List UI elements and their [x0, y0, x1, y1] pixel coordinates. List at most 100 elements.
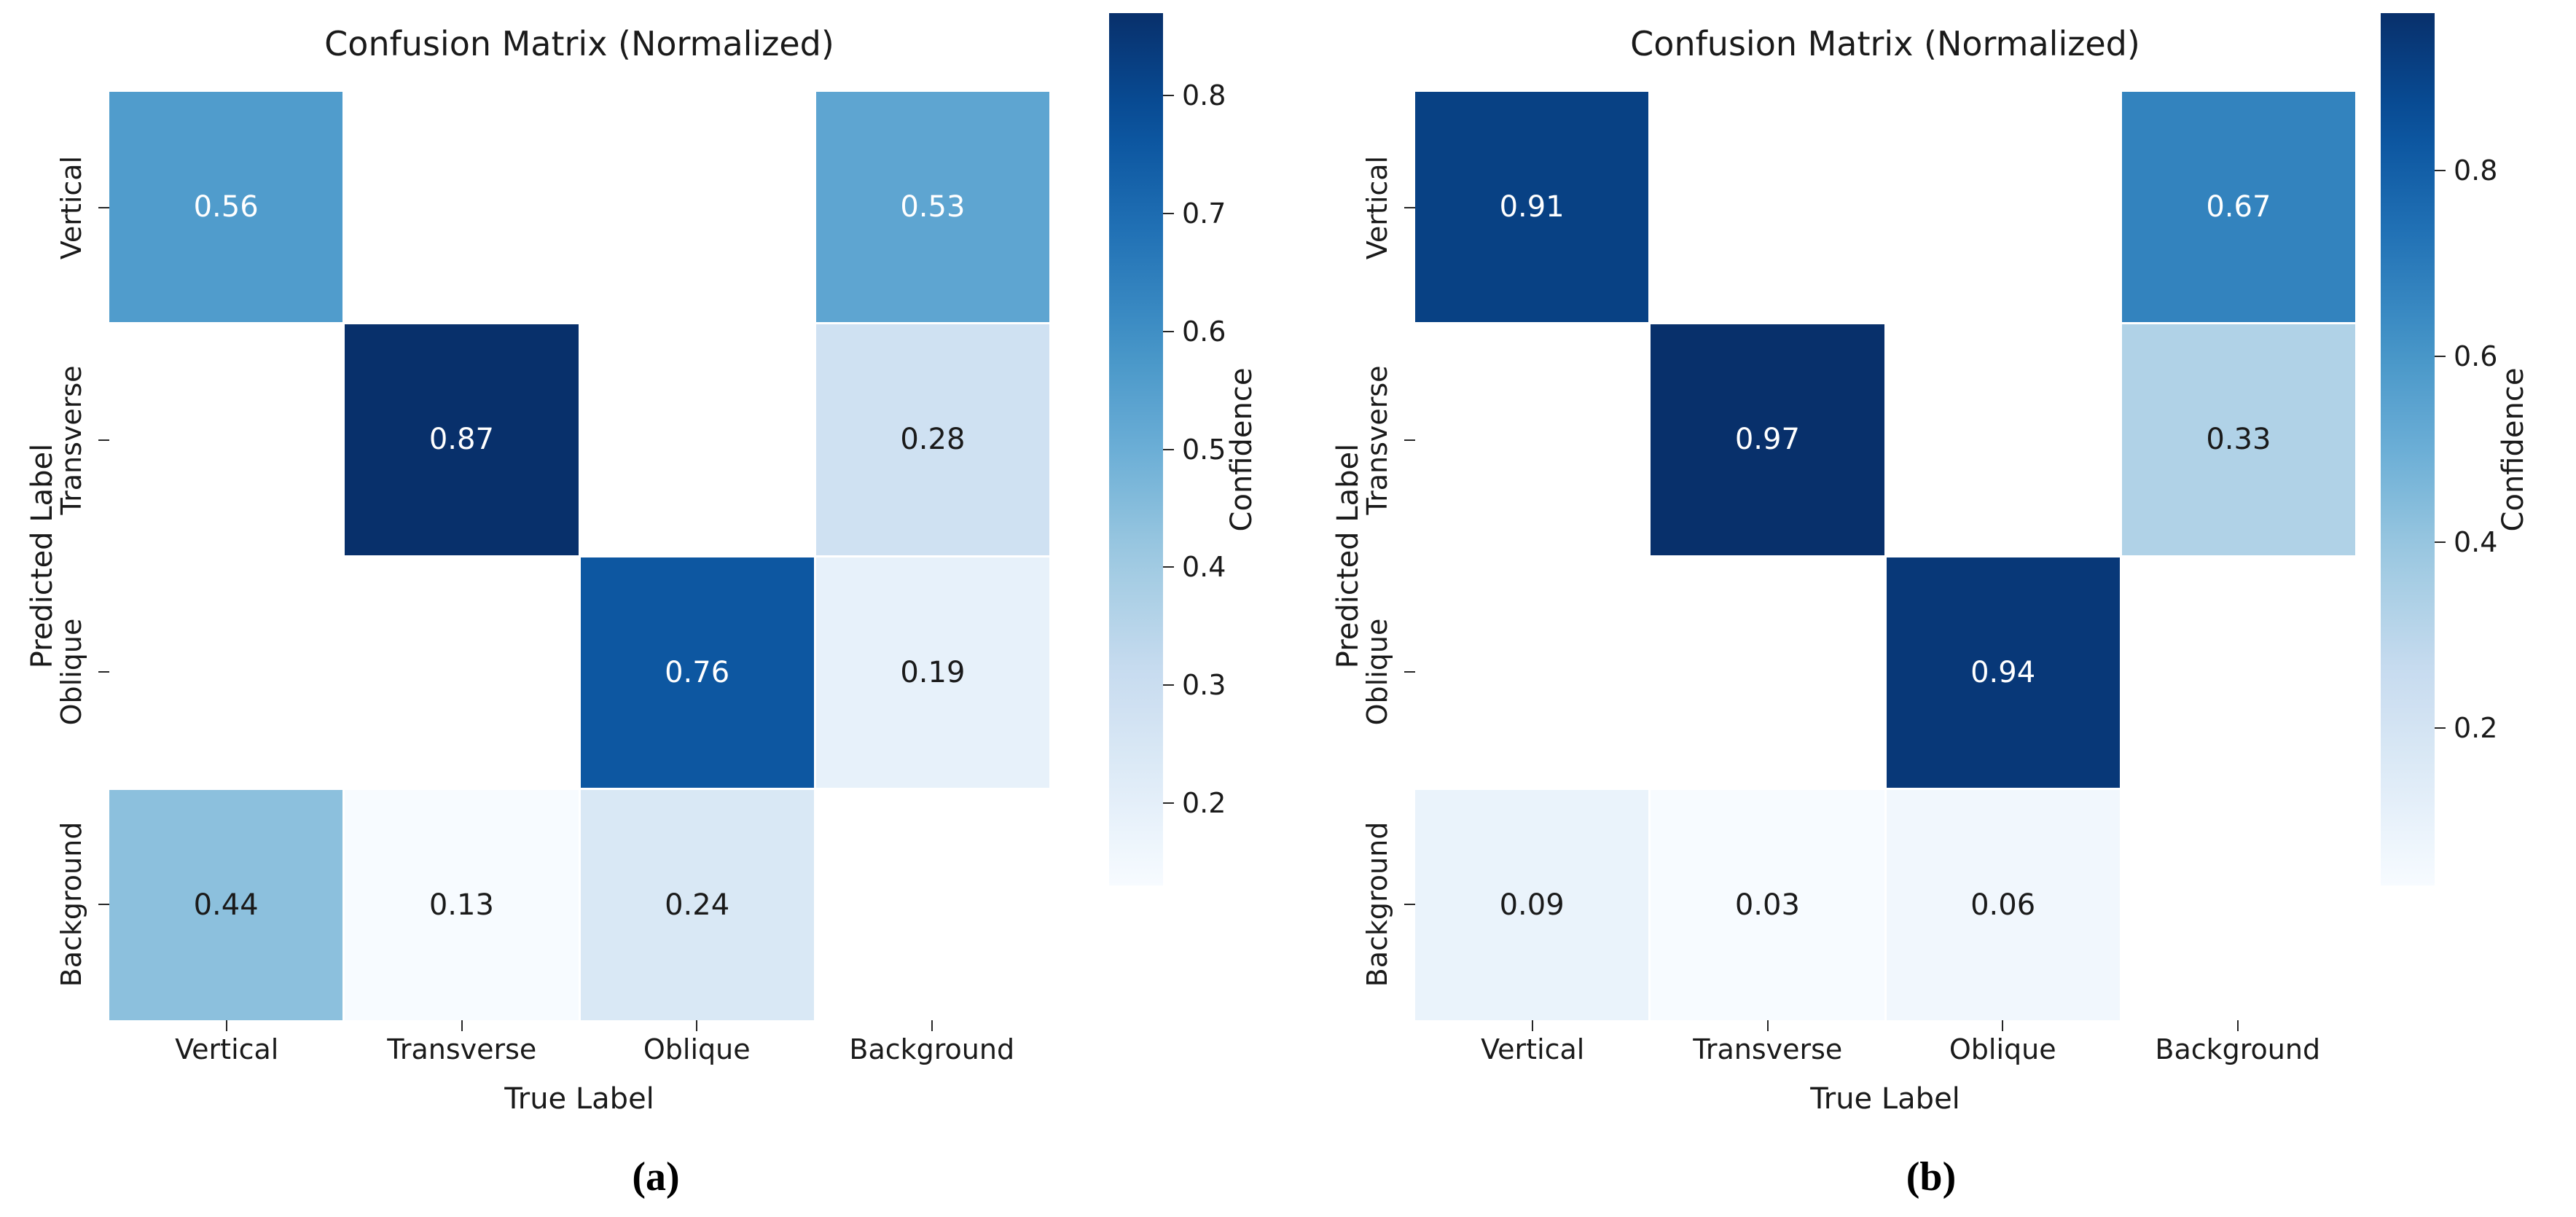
- heatmap-cell: [1886, 92, 2120, 323]
- heatmap-cell: 0.03: [1651, 789, 1884, 1020]
- x-tick-mark: [226, 1020, 228, 1031]
- x-tick-label: Vertical: [175, 1033, 279, 1065]
- x-tick-label: Oblique: [643, 1033, 751, 1065]
- colorbar-tick-label: 0.7: [1182, 197, 1226, 230]
- colorbar-tick-mark: [1163, 95, 1174, 97]
- heatmap-cell: 0.67: [2121, 92, 2355, 323]
- subfigure-caption-b: (b): [1906, 1154, 1957, 1200]
- y-tick-label: Background: [55, 821, 87, 987]
- colorbar-tick-label: 0.6: [2454, 340, 2498, 373]
- chart-title: Confusion Matrix (Normalized): [324, 24, 834, 63]
- colorbar-tick-label: 0.2: [1182, 786, 1226, 819]
- colorbar-tick-label: 0.8: [1182, 79, 1226, 112]
- y-tick-label: Oblique: [1361, 618, 1393, 726]
- heatmap-cell: [109, 557, 343, 788]
- heatmap-cell: 0.33: [2121, 324, 2355, 555]
- heatmap-cell: 0.91: [1415, 92, 1649, 323]
- y-tick-label: Transverse: [1361, 365, 1393, 515]
- heatmap-cell: 0.19: [815, 557, 1049, 788]
- heatmap-cell: 0.87: [345, 324, 579, 555]
- heatmap-cell: 0.06: [1886, 789, 2120, 1020]
- y-axis-label: Predicted Label: [26, 443, 59, 669]
- heatmap-cell: [109, 324, 343, 555]
- x-tick-label: Transverse: [387, 1033, 537, 1065]
- x-axis-label: True Label: [504, 1082, 654, 1116]
- y-tick-label: Oblique: [55, 618, 87, 726]
- y-tick-label: Vertical: [55, 156, 87, 260]
- y-tick-mark: [1404, 207, 1415, 209]
- heatmap-cell: 0.76: [580, 557, 814, 788]
- heatmap-cell: [1651, 92, 1884, 323]
- x-tick-label: Oblique: [1949, 1033, 2056, 1065]
- colorbar-tick-label: 0.3: [1182, 669, 1226, 701]
- colorbar-label: Confidence: [1225, 367, 1258, 531]
- heatmap-cell: [1651, 557, 1884, 788]
- colorbar-tick-mark: [2435, 356, 2446, 358]
- heatmap-cell: [580, 92, 814, 323]
- y-tick-mark: [1404, 903, 1415, 905]
- heatmap-cell: 0.53: [815, 92, 1049, 323]
- colorbar-tick-label: 0.4: [2454, 525, 2498, 558]
- heatmap-cell: [345, 92, 579, 323]
- x-tick-mark: [696, 1020, 698, 1031]
- colorbar-tick-label: 0.6: [1182, 315, 1226, 348]
- y-tick-mark: [98, 207, 109, 209]
- x-tick-label: Vertical: [1481, 1033, 1585, 1065]
- colorbar-tick-label: 0.8: [2454, 154, 2498, 187]
- heatmap-cell: [815, 789, 1049, 1020]
- y-tick-mark: [98, 671, 109, 673]
- heatmap-cell: 0.97: [1651, 324, 1884, 555]
- colorbar-tick-mark: [1163, 684, 1174, 686]
- colorbar-tick-mark: [1163, 566, 1174, 568]
- x-axis-label: True Label: [1810, 1082, 1960, 1116]
- heatmap-cell: 0.94: [1886, 557, 2120, 788]
- heatmap-cell: 0.24: [580, 789, 814, 1020]
- chart-title: Confusion Matrix (Normalized): [1630, 24, 2140, 63]
- y-tick-mark: [1404, 671, 1415, 673]
- x-tick-label: Background: [2155, 1033, 2321, 1065]
- colorbar-tick-mark: [1163, 330, 1174, 332]
- colorbar-tick-mark: [2435, 170, 2446, 172]
- heatmap-cell: 0.09: [1415, 789, 1649, 1020]
- y-tick-mark: [1404, 439, 1415, 441]
- x-tick-mark: [931, 1020, 933, 1031]
- x-tick-mark: [2002, 1020, 2004, 1031]
- heatmap-cell: [2121, 557, 2355, 788]
- colorbar-tick-mark: [2435, 727, 2446, 729]
- colorbar-tick-mark: [2435, 541, 2446, 543]
- x-tick-mark: [2236, 1020, 2239, 1031]
- colorbar-tick-label: 0.2: [2454, 711, 2498, 744]
- heatmap-grid: 0.91 0.67 0.97 0.33 0.94 0.09 0.03 0.06: [1415, 92, 2355, 1020]
- x-tick-mark: [1532, 1020, 1534, 1031]
- colorbar: [1109, 13, 1163, 885]
- colorbar-label: Confidence: [2497, 367, 2530, 531]
- colorbar-tick-mark: [1163, 448, 1174, 450]
- heatmap-cell: 0.13: [345, 789, 579, 1020]
- heatmap-cell: 0.28: [815, 324, 1049, 555]
- y-tick-label: Transverse: [55, 365, 87, 515]
- heatmap-cell: [2121, 789, 2355, 1020]
- heatmap-cell: [1415, 557, 1649, 788]
- x-tick-label: Transverse: [1693, 1033, 1843, 1065]
- colorbar-tick-mark: [1163, 212, 1174, 214]
- colorbar-tick-mark: [1163, 802, 1174, 804]
- y-tick-mark: [98, 439, 109, 441]
- heatmap-cell: [1886, 324, 2120, 555]
- heatmap-cell: [580, 324, 814, 555]
- colorbar: [2381, 13, 2435, 885]
- x-tick-mark: [1766, 1020, 1769, 1031]
- x-tick-mark: [461, 1020, 463, 1031]
- x-tick-label: Background: [849, 1033, 1015, 1065]
- heatmap-cell: 0.56: [109, 92, 343, 323]
- y-tick-label: Vertical: [1361, 156, 1393, 260]
- y-axis-label: Predicted Label: [1331, 443, 1365, 669]
- subfigure-caption-a: (a): [632, 1154, 680, 1200]
- colorbar-tick-label: 0.4: [1182, 551, 1226, 584]
- y-tick-label: Background: [1361, 821, 1393, 987]
- y-tick-mark: [98, 903, 109, 905]
- colorbar-tick-label: 0.5: [1182, 433, 1226, 466]
- heatmap-grid: 0.56 0.53 0.87 0.28 0.76 0.19 0.44 0.13 0.24: [109, 92, 1049, 1020]
- heatmap-cell: [1415, 324, 1649, 555]
- heatmap-cell: 0.44: [109, 789, 343, 1020]
